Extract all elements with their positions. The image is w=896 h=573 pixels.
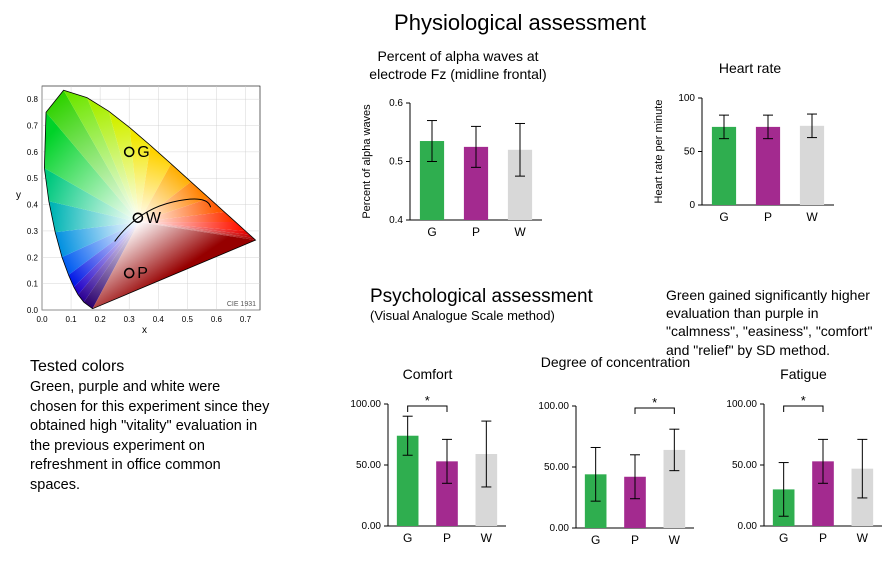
svg-text:P: P (472, 225, 480, 239)
svg-text:0.6: 0.6 (27, 148, 39, 157)
svg-text:0.4: 0.4 (27, 201, 39, 210)
svg-text:0.7: 0.7 (240, 315, 252, 324)
svg-text:Heart rate per minute: Heart rate per minute (653, 99, 665, 203)
page-title: Physiological assessment (320, 10, 720, 36)
svg-text:0.00: 0.00 (738, 521, 758, 532)
cie-y-axis-label: y (16, 190, 21, 201)
svg-text:G: G (427, 225, 436, 239)
tested-text: Green, purple and white were chosen for … (30, 378, 270, 495)
svg-text:0.6: 0.6 (211, 315, 223, 324)
svg-text:W: W (146, 210, 162, 227)
svg-text:W: W (481, 531, 493, 545)
tested-colors-block: Tested colors Green, purple and white we… (30, 358, 270, 495)
svg-text:0.5: 0.5 (27, 174, 39, 183)
svg-text:0.3: 0.3 (124, 315, 136, 324)
svg-text:*: * (425, 393, 430, 408)
svg-text:0.4: 0.4 (153, 315, 165, 324)
svg-text:P: P (137, 265, 148, 282)
svg-text:*: * (801, 393, 806, 408)
alpha-chart-title: Percent of alpha waves at electrode Fz (… (358, 48, 558, 83)
svg-text:G: G (779, 531, 788, 545)
svg-text:G: G (591, 533, 600, 547)
svg-text:50: 50 (684, 146, 696, 157)
svg-text:50.00: 50.00 (732, 460, 757, 471)
svg-text:0.7: 0.7 (27, 122, 39, 131)
svg-text:0.1: 0.1 (27, 280, 39, 289)
svg-text:W: W (669, 533, 681, 547)
svg-text:100.00: 100.00 (538, 401, 569, 412)
svg-text:*: * (652, 395, 657, 410)
svg-text:50.00: 50.00 (356, 460, 381, 471)
svg-text:0.4: 0.4 (389, 215, 403, 226)
svg-text:50.00: 50.00 (544, 462, 569, 473)
svg-text:0.6: 0.6 (389, 98, 403, 109)
svg-text:P: P (443, 531, 451, 545)
svg-text:0.5: 0.5 (389, 157, 403, 168)
cie-x-axis-label: x (142, 325, 147, 336)
svg-text:0.2: 0.2 (27, 253, 39, 262)
tested-heading: Tested colors (30, 358, 270, 376)
psych-title: Psychological assessment (370, 286, 630, 308)
comfort-chart: Comfort 0.00 50.00 100.00 G P W * (340, 366, 515, 553)
svg-text:0.00: 0.00 (550, 523, 570, 534)
psych-subtitle: (Visual Analogue Scale method) (370, 308, 630, 323)
svg-text:0.00: 0.00 (362, 521, 382, 532)
svg-text:P: P (631, 533, 639, 547)
svg-text:100.00: 100.00 (726, 399, 757, 410)
svg-text:W: W (857, 531, 869, 545)
svg-text:W: W (514, 225, 526, 239)
heart-chart: Heart rate 0 50 100 Heart rate per minute G P… (650, 60, 850, 232)
svg-text:0.2: 0.2 (95, 315, 107, 324)
fatigue-chart: Fatigue 0.00 50.00 100.00 G P W * (716, 366, 891, 553)
svg-text:0.0: 0.0 (36, 315, 48, 324)
concentration-chart: Degree of concentration 0.00 50.00 100.00 G… (528, 354, 703, 555)
fatigue-chart-title: Fatigue (716, 366, 891, 384)
svg-text:0.0: 0.0 (27, 306, 39, 315)
svg-text:0.3: 0.3 (27, 227, 39, 236)
psych-section: Psychological assessment (Visual Analogu… (370, 286, 630, 323)
concentration-chart-title: Degree of concentration (528, 354, 703, 386)
psych-note: Green gained significantly higher evalua… (666, 286, 876, 359)
alpha-chart: Percent of alpha waves at electrode Fz (… (358, 48, 558, 247)
svg-text:P: P (819, 531, 827, 545)
svg-text:0.1: 0.1 (66, 315, 78, 324)
svg-text:W: W (806, 210, 818, 224)
cie-diagram: 0.0 0.1 0.2 0.3 0.4 0.5 0.6 0.7 0.0 0.1 0.2 0.3 0.4 0… (18, 80, 278, 332)
heart-chart-title: Heart rate (650, 60, 850, 78)
svg-text:100.00: 100.00 (350, 399, 381, 410)
svg-text:0.8: 0.8 (27, 95, 39, 104)
svg-text:0: 0 (689, 200, 695, 211)
svg-text:G: G (719, 210, 728, 224)
svg-text:Percent of alpha waves: Percent of alpha waves (361, 104, 373, 219)
comfort-chart-title: Comfort (340, 366, 515, 384)
svg-text:G: G (137, 144, 149, 161)
svg-text:CIE 1931: CIE 1931 (227, 301, 256, 308)
svg-text:P: P (764, 210, 772, 224)
svg-text:G: G (403, 531, 412, 545)
svg-text:0.5: 0.5 (182, 315, 194, 324)
svg-text:100: 100 (678, 93, 695, 104)
